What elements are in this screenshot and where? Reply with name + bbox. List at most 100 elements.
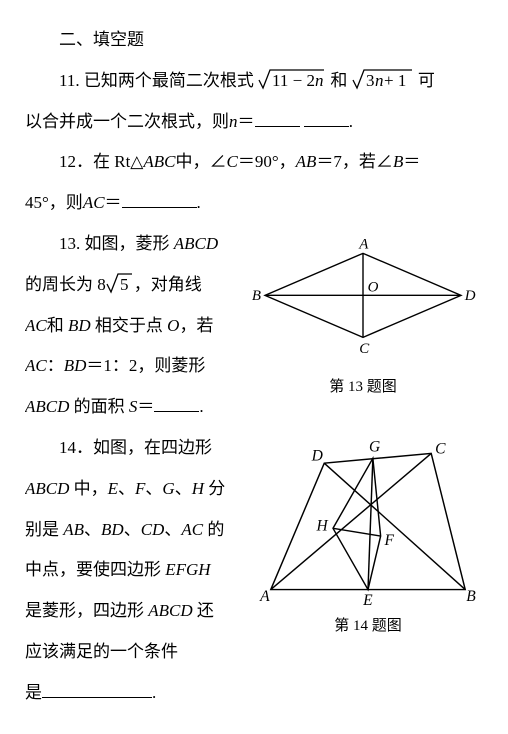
q12-c: C (227, 152, 238, 171)
q11-blank2 (304, 107, 349, 127)
q14-end: . (152, 683, 156, 702)
q12-p3: ＝90°， (238, 152, 296, 171)
label-C: C (359, 341, 370, 357)
q12-ac: AC (83, 193, 105, 212)
q14-l7a: 是 (25, 683, 42, 702)
q14-l3d: 、 (164, 520, 181, 539)
label-D: D (464, 288, 476, 304)
q12-p1: 12．在 Rt△ (59, 152, 143, 171)
q14-c1: 、 (118, 479, 135, 498)
q13-end: . (199, 397, 203, 416)
sqrt-3n+1: 3n + 1 (352, 66, 414, 90)
q11-pre: 11. 已知两个最简二次根式 (59, 71, 254, 90)
q12-abc: ABC (143, 152, 175, 171)
q14-c2: 、 (145, 479, 162, 498)
label-B: B (252, 288, 261, 304)
q14-l1: 14．如图，在四边形 (59, 438, 212, 457)
q13-abcd2: ABCD (25, 397, 69, 416)
q13-l5b: 的面积 (69, 397, 129, 416)
q13-l4b: ： (47, 356, 64, 375)
q13-ac2: AC (25, 356, 47, 375)
q14-l2b: 中， (69, 479, 107, 498)
q13-l3d: ，若 (179, 316, 213, 335)
q13-l5c: ＝ (137, 397, 154, 416)
section-title: 二、填空题 (25, 20, 483, 61)
q14-h: H (192, 479, 204, 498)
q13-l3b: 和 (47, 316, 68, 335)
label-C: C (435, 440, 446, 457)
label-E: E (362, 592, 373, 609)
q13-l2a: 的周长为 8 (25, 275, 106, 294)
q11-eq: ＝ (238, 112, 255, 131)
q14-blank (42, 678, 152, 698)
q12-p2: 中，∠ (176, 152, 227, 171)
q12-ab: AB (296, 152, 317, 171)
figure-14: A B C D E F G H 第 14 题图 (253, 434, 483, 637)
svg-text:5: 5 (120, 275, 129, 294)
q11-mid2: 可 (418, 71, 435, 90)
q11-mid1: 和 (330, 71, 347, 90)
q13-l3c: 相交于点 (91, 316, 168, 335)
sqrt5-icon: 5 (106, 270, 134, 294)
svg-text:+ 1: + 1 (384, 71, 406, 90)
label-B: B (466, 588, 476, 605)
q14-l5b: 还 (193, 601, 214, 620)
q14-bd: BD (101, 520, 124, 539)
q14-abcd2: ABCD (148, 601, 192, 620)
q14-l5a: 是菱形，四边形 (25, 601, 148, 620)
label-O: O (368, 280, 379, 296)
q14-ab: AB (63, 520, 84, 539)
q14-l2f: 分 (204, 479, 225, 498)
question-14: A B C D E F G H 第 14 题图 14．如图，在四边形 ABCD … (25, 428, 483, 714)
q12-l2a: 45°，则 (25, 193, 83, 212)
figure-14-caption: 第 14 题图 (253, 616, 483, 637)
q14-l3b: 、 (84, 520, 101, 539)
label-H: H (315, 517, 328, 534)
q14-l3e: 的 (203, 520, 224, 539)
sqrt-11-2n: 11 − 2n (258, 66, 326, 90)
rhombus-diagram: A B C D O (238, 230, 483, 370)
q12-blank (122, 189, 197, 209)
quadrilateral-diagram: A B C D E F G H (253, 434, 483, 609)
q14-l6: 应该满足的一个条件 (25, 642, 178, 661)
q13-ac: AC (25, 316, 47, 335)
svg-text:3: 3 (366, 71, 375, 90)
q14-cd: CD (141, 520, 165, 539)
q14-c3: 、 (175, 479, 192, 498)
q13-l4c: ＝1：2，则菱形 (86, 356, 205, 375)
q14-l3c: 、 (124, 520, 141, 539)
question-11: 11. 已知两个最简二次根式 11 − 2n 和 3n + 1 可 以合并成一个… (25, 61, 483, 143)
q11-n: n (229, 112, 238, 131)
q14-l4a: 中点，要使四边形 (25, 560, 165, 579)
q13-o: O (167, 316, 179, 335)
svg-text:n: n (315, 71, 324, 90)
q14-abcd: ABCD (25, 479, 69, 498)
q14-efgh: EFGH (165, 560, 210, 579)
label-D: D (311, 447, 323, 464)
q12-b: B (393, 152, 403, 171)
label-G: G (369, 438, 380, 455)
q13-l2b: ，对角线 (134, 275, 202, 294)
question-13: A B C D O 第 13 题图 13. 如图，菱形 ABCD 的周长为 85… (25, 224, 483, 428)
label-F: F (384, 532, 395, 549)
q12-p4: ＝7，若∠ (316, 152, 393, 171)
q13-abcd: ABCD (174, 234, 218, 253)
q14-e: E (108, 479, 118, 498)
q14-f: F (135, 479, 145, 498)
q12-end: . (197, 193, 201, 212)
svg-text:n: n (375, 71, 384, 90)
svg-text:11 − 2: 11 − 2 (272, 71, 315, 90)
label-A: A (259, 588, 270, 605)
figure-13-caption: 第 13 题图 (238, 377, 483, 398)
q12-p5: ＝ (403, 152, 420, 171)
q14-l3a: 别是 (25, 520, 63, 539)
question-12: 12．在 Rt△ABC中，∠C＝90°，AB＝7，若∠B＝ 45°，则AC＝. (25, 142, 483, 224)
q13-l1a: 13. 如图，菱形 (59, 234, 174, 253)
q13-bd2: BD (64, 356, 87, 375)
q14-g: G (162, 479, 174, 498)
q13-bd: BD (68, 316, 91, 335)
q13-blank (154, 392, 199, 412)
q14-ac3: AC (181, 520, 203, 539)
label-A: A (358, 237, 369, 253)
q11-l2a: 以合并成一个二次根式，则 (25, 112, 229, 131)
